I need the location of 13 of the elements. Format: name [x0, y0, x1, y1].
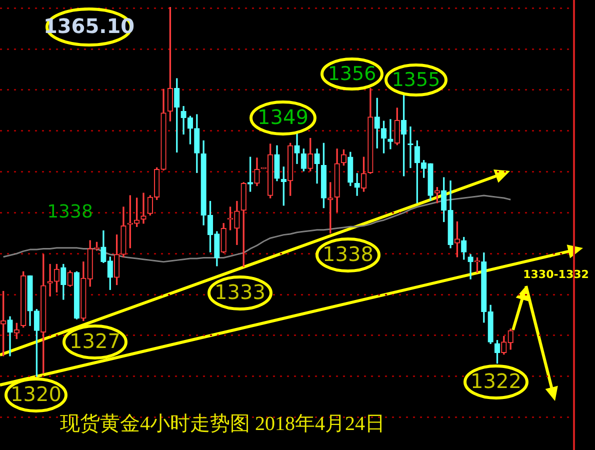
annotation: 1327 [70, 329, 120, 354]
annotation: 1355 [392, 68, 440, 91]
candlestick [388, 119, 394, 150]
candlestick [468, 254, 474, 280]
annotation: 1338 [47, 202, 93, 223]
annotation: 1349 [258, 105, 308, 130]
text: 现货黄金4小时走势图 2018年4月24日 [60, 412, 385, 437]
annotation: 1338 [322, 242, 374, 266]
annotation: 1356 [328, 62, 376, 85]
candlestick [140, 192, 146, 224]
annotation: 1333 [214, 280, 266, 304]
annotation: 1322 [470, 369, 522, 394]
annotation: 1320 [10, 382, 62, 406]
